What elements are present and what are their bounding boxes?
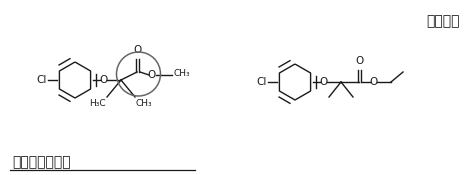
Text: O: O xyxy=(99,75,107,85)
Text: Cl: Cl xyxy=(37,75,47,85)
Text: CH₃: CH₃ xyxy=(136,99,152,108)
Text: O: O xyxy=(355,56,363,66)
Text: 调血脂药: 调血脂药 xyxy=(427,14,460,28)
Text: H₃C: H₃C xyxy=(89,99,106,108)
Text: O: O xyxy=(148,70,156,80)
Text: O: O xyxy=(319,77,327,87)
Text: O: O xyxy=(133,45,141,55)
Text: 代表药氯贝丁酯: 代表药氯贝丁酯 xyxy=(12,155,71,169)
Text: CH₃: CH₃ xyxy=(174,69,190,79)
Text: O: O xyxy=(369,77,377,87)
Text: Cl: Cl xyxy=(256,77,267,87)
